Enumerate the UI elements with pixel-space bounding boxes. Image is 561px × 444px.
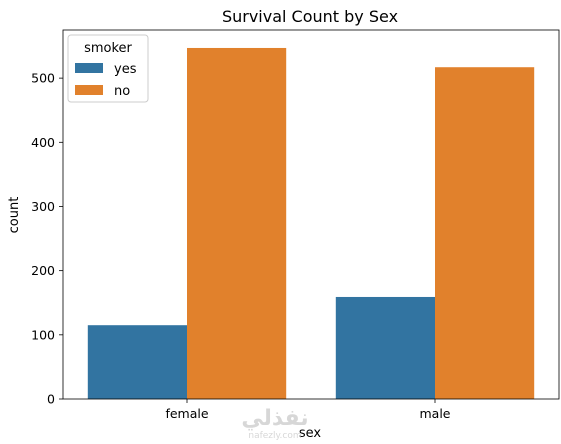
watermark: نفذلي nafezly.com (241, 406, 308, 441)
x-axis-label: sex (299, 426, 322, 441)
y-ticks-group: 0 100 200 300 400 500 (31, 71, 63, 407)
x-tick-label-male: male (420, 406, 451, 421)
chart-title: Survival Count by Sex (222, 7, 398, 26)
x-ticks-group: female male (165, 399, 451, 421)
y-tick-label: 400 (31, 135, 55, 150)
legend-label-yes: yes (114, 62, 137, 77)
bar-no-female (187, 47, 287, 400)
legend-swatch-yes (75, 63, 103, 73)
plot-frame (62, 29, 560, 400)
y-axis-label: count (7, 197, 22, 234)
y-tick-label: 200 (31, 263, 55, 278)
bar-yes-male (335, 296, 435, 399)
watermark-text: نفذلي (241, 406, 308, 431)
bar-no-male (435, 67, 535, 399)
legend: smoker yes no (67, 34, 149, 103)
axes-group (62, 29, 560, 400)
x-tick-label-female: female (165, 406, 208, 421)
y-tick-label: 300 (31, 199, 55, 214)
legend-title: smoker (84, 41, 132, 56)
y-tick-label: 100 (31, 327, 55, 342)
legend-label-no: no (114, 84, 130, 99)
bars-group (87, 47, 535, 400)
legend-swatch-no (75, 85, 103, 95)
y-tick-label: 500 (31, 71, 55, 86)
y-tick-label: 0 (47, 392, 55, 407)
watermark-subtext: nafezly.com (248, 431, 301, 441)
bar-yes-female (87, 325, 187, 399)
